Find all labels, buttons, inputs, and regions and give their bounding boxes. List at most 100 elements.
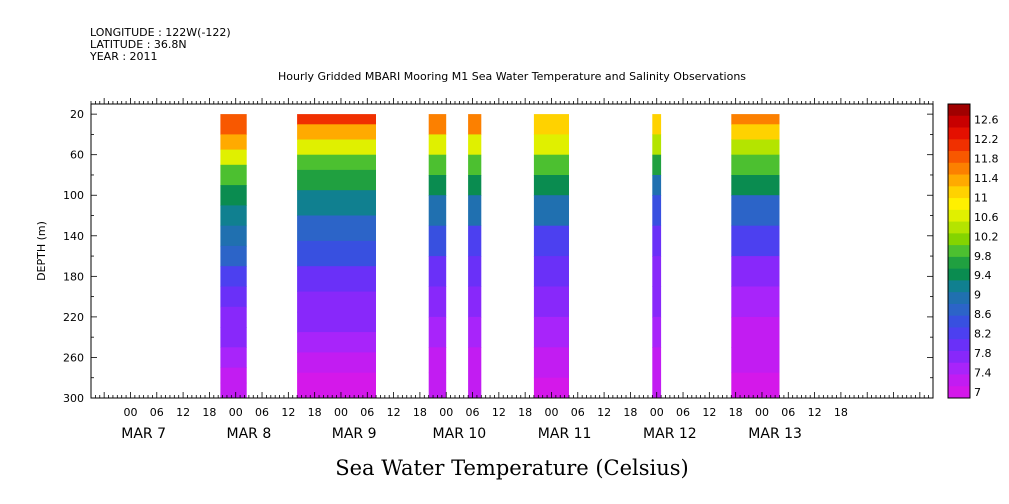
colorbar-labels: 12.6 12.2 11.8 11.4 11 10.6 10.2 9.8 9.4 9 8.6 8.2 7… (974, 114, 999, 400)
x-tick-label: 06 (360, 406, 374, 419)
depth-band (731, 256, 780, 287)
depth-band (533, 347, 569, 379)
y-tick-label: 20 (70, 108, 84, 121)
x-tick-label: 00 (650, 406, 664, 419)
depth-band (731, 175, 780, 196)
colorbar-swatch (948, 174, 970, 187)
depth-band (533, 256, 569, 287)
depth-band (220, 114, 247, 135)
colorbar-level-label: 11 (974, 191, 988, 204)
x-day-label: MAR 10 (433, 426, 487, 442)
depth-band (652, 114, 662, 135)
depth-band (652, 316, 662, 348)
depth-band (220, 266, 247, 287)
depth-band (220, 134, 247, 151)
colorbar-swatch (948, 104, 970, 117)
depth-band (533, 225, 569, 257)
depth-band (297, 154, 376, 171)
colorbar-level-label: 9 (974, 289, 981, 302)
x-tick-label: 06 (466, 406, 480, 419)
longitude-label: LONGITUDE : 122W(-122) (90, 26, 231, 39)
depth-band (731, 347, 780, 374)
depth-band (297, 190, 376, 216)
x-tick-label: 18 (202, 406, 216, 419)
colorbar-swatch (948, 151, 970, 164)
depth-band (731, 154, 780, 176)
colorbar-swatch (948, 186, 970, 199)
depth-band (428, 316, 447, 348)
depth-band (731, 286, 780, 318)
y-tick-label: 180 (63, 270, 84, 283)
depth-band (220, 164, 247, 186)
x-day-label: MAR 12 (643, 426, 697, 442)
depth-band (468, 256, 482, 287)
y-tick-label: 100 (63, 189, 84, 202)
depth-band (533, 377, 569, 399)
colorbar-level-label: 12.2 (974, 133, 999, 146)
depth-band (468, 114, 482, 135)
depth-band (297, 291, 376, 313)
colorbar-swatch (948, 127, 970, 140)
depth-band (652, 256, 662, 287)
depth-band (220, 149, 247, 166)
depth-band (731, 372, 780, 399)
depth-band (297, 332, 376, 353)
depth-band (533, 316, 569, 348)
depth-band (220, 327, 247, 348)
depth-band (297, 215, 376, 242)
x-tick-label: 00 (123, 406, 137, 419)
depth-band (652, 195, 662, 227)
x-tick-label: 00 (544, 406, 558, 419)
x-tick-label: 12 (702, 406, 716, 419)
colorbar-level-label: 9.4 (974, 269, 992, 282)
axis-ticks (90, 98, 934, 399)
depth-band (652, 347, 662, 399)
depth-band (652, 286, 662, 318)
depth-band (468, 347, 482, 399)
colorbar-swatch (948, 350, 970, 364)
depth-band (297, 372, 376, 399)
y-axis-label: DEPTH (m) (35, 221, 48, 281)
x-tick-label: 06 (150, 406, 164, 419)
depth-band (220, 347, 247, 369)
colorbar-swatch (948, 221, 970, 234)
depth-band (428, 175, 447, 196)
colorbar-swatch (948, 292, 970, 305)
depth-band (731, 195, 780, 227)
x-tick-label: 06 (571, 406, 585, 419)
y-tick-label: 260 (63, 351, 84, 364)
depth-band (468, 225, 482, 257)
colorbar-swatch (948, 327, 970, 340)
colorbar-level-label: 10.6 (974, 211, 999, 224)
x-tick-label: 12 (176, 406, 190, 419)
depth-band (533, 286, 569, 318)
colorbar-level-label: 12.6 (974, 114, 999, 127)
x-tick-label: 12 (492, 406, 506, 419)
colorbar-swatch (948, 268, 970, 281)
depth-band (220, 382, 247, 399)
depth-band (652, 154, 662, 176)
colorbar-swatch (948, 139, 970, 152)
depth-band (428, 372, 447, 399)
depth-band (533, 134, 569, 156)
depth-band (652, 134, 662, 156)
colorbar-swatch (948, 386, 970, 399)
x-tick-label: 18 (518, 406, 532, 419)
depth-band (533, 195, 569, 227)
y-tick-label: 220 (63, 311, 84, 324)
depth-band (652, 225, 662, 257)
colorbar-swatch (948, 374, 970, 387)
x-day-label: MAR 11 (538, 426, 592, 442)
depth-band (297, 352, 376, 374)
depth-band (297, 139, 376, 156)
depth-band (468, 134, 482, 156)
depth-band (731, 139, 780, 156)
y-axis-labels: 20 60 100 140 180 220 260 300 (63, 108, 84, 405)
x-tick-label: 12 (387, 406, 401, 419)
data-block-4 (533, 114, 569, 399)
x-tick-label: 00 (334, 406, 348, 419)
depth-band (220, 205, 247, 227)
depth-band (468, 154, 482, 176)
depth-band (428, 154, 447, 176)
